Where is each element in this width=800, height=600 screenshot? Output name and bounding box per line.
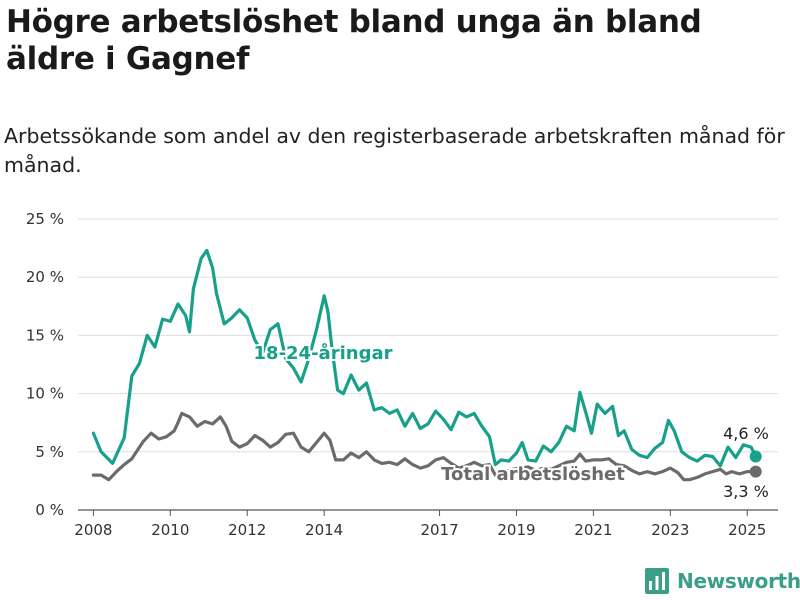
y-tick-label: 15 % [26, 326, 64, 344]
bar-chart-logo-icon [645, 568, 669, 594]
y-tick-label: 0 % [35, 501, 64, 519]
series-label-total: Total arbetslöshet [441, 464, 625, 485]
end-value-label-unga: 4,6 % [723, 424, 769, 443]
x-tick-label: 2014 [305, 521, 343, 539]
x-tick-label: 2023 [651, 521, 689, 539]
y-tick-label: 10 % [26, 385, 64, 403]
y-tick-label: 25 % [26, 210, 64, 228]
chart-subtitle: Arbetssökande som andel av den registerb… [4, 124, 785, 177]
newsworthy-logo: Newsworthy [645, 568, 800, 594]
end-point-marker [749, 450, 762, 463]
brand-name: Newsworthy [677, 569, 800, 593]
x-tick-label: 2012 [228, 521, 266, 539]
end-point-marker [749, 465, 762, 478]
series-line-total [91, 411, 758, 482]
x-tick-label: 2025 [728, 521, 766, 539]
x-tick-label: 2010 [151, 521, 189, 539]
series-line-unga [91, 248, 758, 468]
x-tick-label: 2019 [497, 521, 535, 539]
y-tick-label: 20 % [26, 268, 64, 286]
chart-title: Högre arbetslöshet bland unga än bland ä… [6, 4, 702, 77]
x-tick-label: 2021 [574, 521, 612, 539]
end-value-label-total: 3,3 % [723, 482, 769, 501]
y-tick-label: 5 % [35, 443, 64, 461]
series-label-unga: 18-24-åringar [254, 342, 393, 364]
x-tick-label: 2017 [420, 521, 458, 539]
x-tick-label: 2008 [74, 521, 112, 539]
